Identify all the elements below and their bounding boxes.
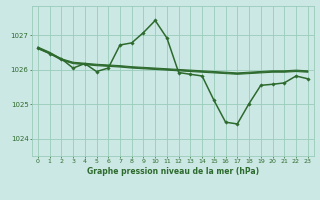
X-axis label: Graphe pression niveau de la mer (hPa): Graphe pression niveau de la mer (hPa) [87,167,259,176]
